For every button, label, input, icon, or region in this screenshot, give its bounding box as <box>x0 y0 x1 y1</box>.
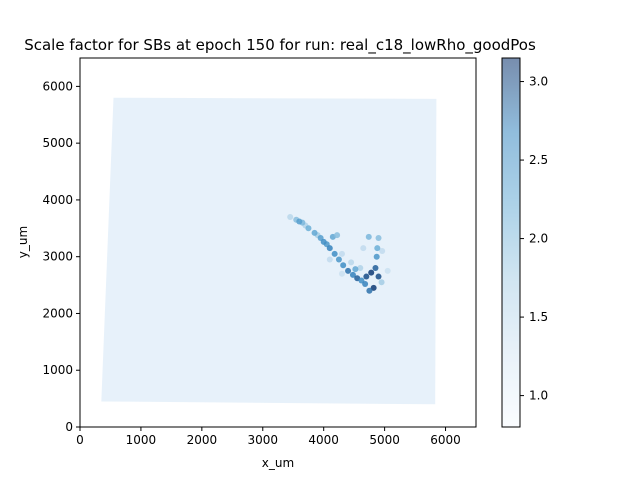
scatter-point <box>340 262 347 269</box>
colorbar-ticks: 1.0 1.5 2.0 2.5 3.0 <box>520 75 548 403</box>
scatter-point <box>366 287 373 294</box>
scatter-point <box>373 253 380 260</box>
scatter-point <box>287 213 294 220</box>
scatter-point <box>320 238 327 245</box>
y-tick-label: 4000 <box>42 193 73 207</box>
scatter-point <box>357 265 364 272</box>
scatter-point <box>368 269 375 276</box>
y-axis-label: y_um <box>16 226 30 258</box>
x-tick-label: 5000 <box>369 433 400 447</box>
scatter-point <box>348 259 355 266</box>
scatter-point <box>296 218 303 225</box>
colorbar-gradient <box>502 58 520 427</box>
scatter-point <box>326 256 333 263</box>
scatter-points <box>287 213 391 294</box>
x-axis-label: x_um <box>262 456 294 470</box>
scatter-point <box>345 267 352 274</box>
scatter-point <box>338 270 345 277</box>
scatter-point <box>335 256 342 263</box>
scatter-point <box>379 248 386 255</box>
colorbar-tick-label: 2.5 <box>529 153 548 167</box>
scatter-point <box>370 284 377 291</box>
x-tick-label: 4000 <box>308 433 339 447</box>
plot-area <box>101 97 437 405</box>
scatter-point <box>311 229 318 236</box>
scatter-point <box>349 271 356 278</box>
x-tick-label: 2000 <box>187 433 218 447</box>
x-axis-ticks: 0 1000 2000 3000 4000 5000 6000 <box>76 427 461 447</box>
chart-title: Scale factor for SBs at epoch 150 for ru… <box>24 36 536 55</box>
scatter-point <box>331 250 338 257</box>
y-tick-label: 2000 <box>42 306 73 320</box>
colorbar-tick-label: 1.5 <box>529 310 548 324</box>
x-tick-label: 1000 <box>126 433 157 447</box>
scatter-point <box>305 225 312 232</box>
scatter-point <box>362 280 369 287</box>
x-tick-label: 3000 <box>247 433 278 447</box>
scatter-point <box>352 266 359 273</box>
scatter-point <box>372 265 379 272</box>
colorbar-tick-label: 3.0 <box>529 75 548 89</box>
scatter-point <box>360 245 367 252</box>
y-tick-label: 0 <box>65 420 73 434</box>
y-axis-ticks: 0 1000 2000 3000 4000 5000 6000 <box>42 79 80 434</box>
colorbar-frame <box>501 57 521 428</box>
scatter-point <box>375 273 382 280</box>
background-points-region <box>101 97 437 405</box>
y-tick-label: 3000 <box>42 250 73 264</box>
scatter-point <box>326 245 333 252</box>
y-tick-label: 1000 <box>42 363 73 377</box>
colorbar-tick-label: 1.0 <box>529 389 548 403</box>
scatter-point <box>375 234 382 241</box>
scatter-point <box>363 273 370 280</box>
scatter-point <box>365 233 372 240</box>
colorbar-tick-label: 2.0 <box>529 232 548 246</box>
scatter-point <box>384 267 391 274</box>
scatter-point <box>334 232 341 239</box>
colorbar: 1.0 1.5 2.0 2.5 3.0 <box>501 57 548 428</box>
y-tick-label: 6000 <box>42 79 73 93</box>
x-tick-label: 6000 <box>430 433 461 447</box>
x-tick-label: 0 <box>76 433 84 447</box>
scatter-point <box>374 245 381 252</box>
plot-frame <box>79 57 477 428</box>
scatter-point <box>338 250 345 257</box>
scatter-point <box>378 279 385 286</box>
y-tick-label: 5000 <box>42 136 73 150</box>
